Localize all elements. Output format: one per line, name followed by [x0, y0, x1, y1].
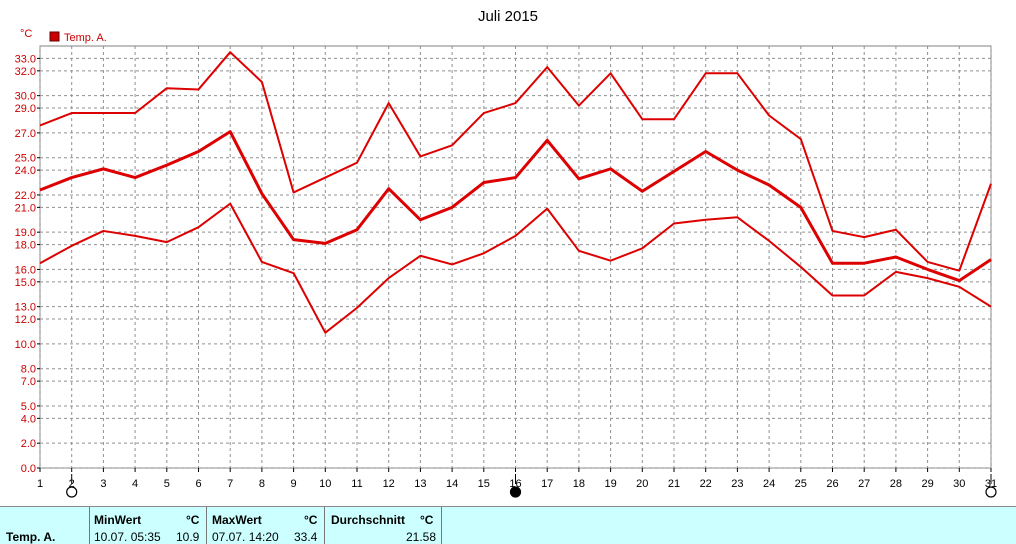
x-tick-label: 9	[291, 478, 297, 490]
x-tick-label: 12	[383, 478, 395, 490]
y-tick-label: 21.0	[15, 202, 36, 214]
x-tick-label: 25	[795, 478, 807, 490]
stats-avg-header: Durchschnitt	[331, 513, 406, 527]
stats-min-when: 10.07. 05:35	[94, 530, 161, 544]
temperature-chart: Juli 2015 °C Temp. A. 0.0 2.0 4.05.0 7.08.0…	[15, 8, 997, 498]
x-tick-label: 3	[100, 478, 106, 490]
y-tick-label: 13.0	[15, 302, 36, 314]
y-tick-label: 10.0	[15, 339, 36, 351]
y-tick-label: 25.0	[15, 153, 36, 165]
y-tick-label: 24.0	[15, 165, 36, 177]
stats-avg-unit: °C	[420, 513, 434, 527]
stats-min-value: 10.9	[176, 530, 200, 544]
series-line-avg	[39, 130, 992, 283]
stats-min-cell: MinWert °C 10.07. 05:35 10.9	[90, 507, 207, 544]
x-tick-label: 18	[573, 478, 585, 490]
stats-max-unit: °C	[304, 513, 318, 527]
y-tick-label: 8.0	[21, 364, 36, 376]
series-lines	[39, 51, 992, 334]
chart-title: Juli 2015	[478, 8, 538, 25]
y-tick-label: 0.0	[21, 463, 36, 475]
moon-phase-markers	[66, 474, 997, 498]
x-tick-label: 26	[826, 478, 838, 490]
x-tick-label: 10	[319, 478, 331, 490]
x-tick-label: 29	[921, 478, 933, 490]
series-line-min	[39, 202, 992, 334]
moon-phase-open-icon	[66, 486, 78, 498]
legend-label: Temp. A.	[64, 32, 107, 44]
y-tick-label: 30.0	[15, 91, 36, 103]
y-unit-label: °C	[20, 28, 32, 40]
x-tick-label: 17	[541, 478, 553, 490]
y-tick-label: 7.0	[21, 376, 36, 388]
y-tick-label: 5.0	[21, 401, 36, 413]
stats-min-unit: °C	[186, 513, 200, 527]
y-tick-label: 22.0	[15, 190, 36, 202]
y-tick-label: 27.0	[15, 128, 36, 140]
y-tick-label: 32.0	[15, 66, 36, 78]
x-tick-label: 30	[953, 478, 965, 490]
x-tick-label: 21	[668, 478, 680, 490]
stats-max-header: MaxWert	[212, 513, 262, 527]
x-tick-label: 20	[636, 478, 648, 490]
statistics-bar: Temp. A. MinWert °C 10.07. 05:35 10.9 Ma…	[0, 506, 1016, 544]
stats-avg-value: 21.58	[406, 530, 437, 544]
y-tick-label: 16.0	[15, 264, 36, 276]
x-tick-label: 14	[446, 478, 458, 490]
series-line-max	[39, 51, 992, 272]
y-tick-label: 4.0	[21, 413, 36, 425]
moon-phase-filled-icon	[509, 486, 522, 498]
x-tick-label: 13	[414, 478, 426, 490]
x-tick-label: 5	[164, 478, 170, 490]
y-axis-ticks: 0.0 2.0 4.05.0 7.08.0 10.0 12.013.0 15.016.0 18…	[15, 53, 40, 475]
stats-max-cell: MaxWert °C 07.07. 14:20 33.4	[207, 507, 325, 544]
x-tick-label: 23	[731, 478, 743, 490]
legend-swatch	[49, 31, 60, 42]
stats-max-when: 07.07. 14:20	[212, 530, 279, 544]
y-tick-label: 29.0	[15, 103, 36, 115]
moon-phase-open-icon	[985, 486, 997, 498]
x-tick-label: 4	[132, 478, 138, 490]
y-tick-label: 18.0	[15, 240, 36, 252]
x-tick-label: 27	[858, 478, 870, 490]
x-tick-label: 1	[37, 478, 43, 490]
stats-series-label: Temp. A.	[6, 530, 56, 544]
x-tick-label: 8	[259, 478, 265, 490]
y-tick-label: 12.0	[15, 314, 36, 326]
x-tick-label: 28	[890, 478, 902, 490]
stats-min-header: MinWert	[94, 513, 142, 527]
y-tick-label: 33.0	[15, 53, 36, 65]
x-tick-label: 22	[700, 478, 712, 490]
x-tick-label: 24	[763, 478, 775, 490]
y-tick-label: 2.0	[21, 438, 36, 450]
x-tick-label: 6	[195, 478, 201, 490]
x-tick-label: 19	[604, 478, 616, 490]
stats-series-cell: Temp. A.	[0, 507, 90, 544]
x-tick-label: 15	[478, 478, 490, 490]
stats-max-value: 33.4	[294, 530, 318, 544]
x-tick-label: 11	[351, 478, 362, 490]
y-tick-label: 19.0	[15, 227, 36, 239]
stats-empty-cell	[442, 507, 1016, 544]
x-tick-label: 7	[227, 478, 233, 490]
stats-avg-cell: Durchschnitt °C 21.58	[325, 507, 442, 544]
y-tick-label: 15.0	[15, 277, 36, 289]
